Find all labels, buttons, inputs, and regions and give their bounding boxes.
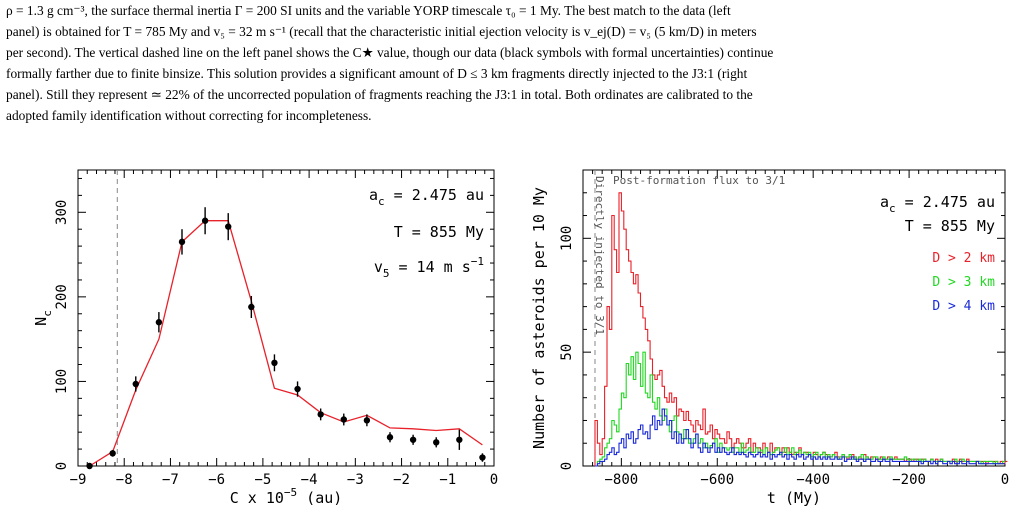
left-y-axis-label: Nc: [32, 310, 54, 326]
right-x-tick-label: −200: [892, 472, 926, 488]
right-top-label: Post-formation flux to 3/1: [613, 174, 785, 187]
histogram-d4km: [595, 408, 1005, 467]
right-annotation-T: T = 855 My: [905, 217, 995, 235]
left-y-tick-label: 200: [54, 284, 70, 309]
left-x-tick-label: −3: [347, 472, 364, 488]
left-data-point: [456, 436, 463, 443]
left-data-point: [178, 238, 186, 246]
left-data-point: [433, 439, 440, 446]
right-y-axis-label: Number of asteroids per 10 My: [530, 187, 548, 449]
caption-line: panel). Still they represent ≃ 22% of th…: [6, 87, 753, 102]
left-data-point: [271, 359, 278, 367]
left-data-point: [86, 462, 93, 470]
right-y-tick-label: 50: [559, 344, 575, 361]
left-data-point: [225, 223, 232, 230]
right-x-tick-label: −400: [796, 472, 830, 488]
left-x-tick-label: −9: [70, 472, 87, 488]
caption-line: panel) is obtained for T = 785 My and v₅…: [6, 24, 757, 39]
left-data-point: [132, 380, 139, 388]
left-x-tick-label: −5: [254, 472, 271, 488]
left-x-tick-label: −6: [208, 472, 225, 488]
caption-line: adopted family identification without co…: [6, 108, 372, 123]
figure-caption: ρ = 1.3 g cm⁻³, the surface thermal iner…: [6, 0, 1028, 126]
left-plot-frame: [77, 169, 495, 467]
left-model-line: [89, 220, 483, 467]
right-x-tick-label: −800: [605, 472, 639, 488]
left-y-tick-label: 0: [54, 462, 70, 470]
left-data-point: [479, 454, 486, 461]
left-x-tick-label: −2: [393, 472, 410, 488]
left-data-point: [317, 411, 324, 418]
left-data-point: [155, 319, 163, 326]
caption-line: per second). The vertical dashed line on…: [6, 45, 774, 60]
left-x-tick-label: −4: [301, 472, 318, 488]
right-x-tick-label: −600: [700, 472, 734, 488]
right-legend-entry: D > 2 km: [932, 251, 995, 266]
right-plot-frame: [582, 169, 1006, 467]
left-data-point: [109, 450, 116, 457]
left-data-point: [294, 385, 301, 393]
left-y-tick-label: 300: [54, 200, 70, 225]
left-annotation-ac: ac = 2.475 au: [369, 186, 484, 208]
left-data-point: [363, 417, 371, 424]
left-annotation-T: T = 855 My: [394, 223, 484, 241]
caption-line: ρ = 1.3 g cm⁻³, the surface thermal iner…: [6, 3, 731, 18]
right-side-label: Directly injected to 3/1: [593, 176, 606, 335]
left-x-axis-label: C x 10−5 (au): [230, 486, 343, 507]
left-x-tick-label: −1: [439, 472, 456, 488]
right-x-tick-label: 0: [1001, 472, 1009, 488]
right-legend-entry: D > 4 km: [932, 299, 995, 314]
left-x-tick-label: −8: [116, 472, 133, 488]
left-x-tick-label: −7: [162, 472, 179, 488]
right-annotation-ac: ac = 2.475 au: [880, 193, 995, 215]
caption-line: formally farther due to finite binsize. …: [6, 66, 748, 81]
left-annotation-v5: v5 = 14 m s−1: [374, 255, 484, 280]
right-y-tick-label: 0: [559, 462, 575, 470]
histogram-d3km: [595, 351, 1005, 467]
right-legend-entry: D > 3 km: [932, 275, 995, 290]
right-x-axis-label: t (My): [767, 489, 821, 507]
left-data-point: [340, 416, 347, 423]
right-y-tick-label: 100: [559, 226, 575, 251]
left-data-point: [386, 434, 394, 441]
left-y-tick-label: 100: [54, 369, 70, 394]
left-data-point: [409, 436, 417, 443]
left-data-point: [248, 303, 255, 311]
left-data-point: [201, 217, 209, 224]
left-x-tick-label: 0: [490, 472, 498, 488]
